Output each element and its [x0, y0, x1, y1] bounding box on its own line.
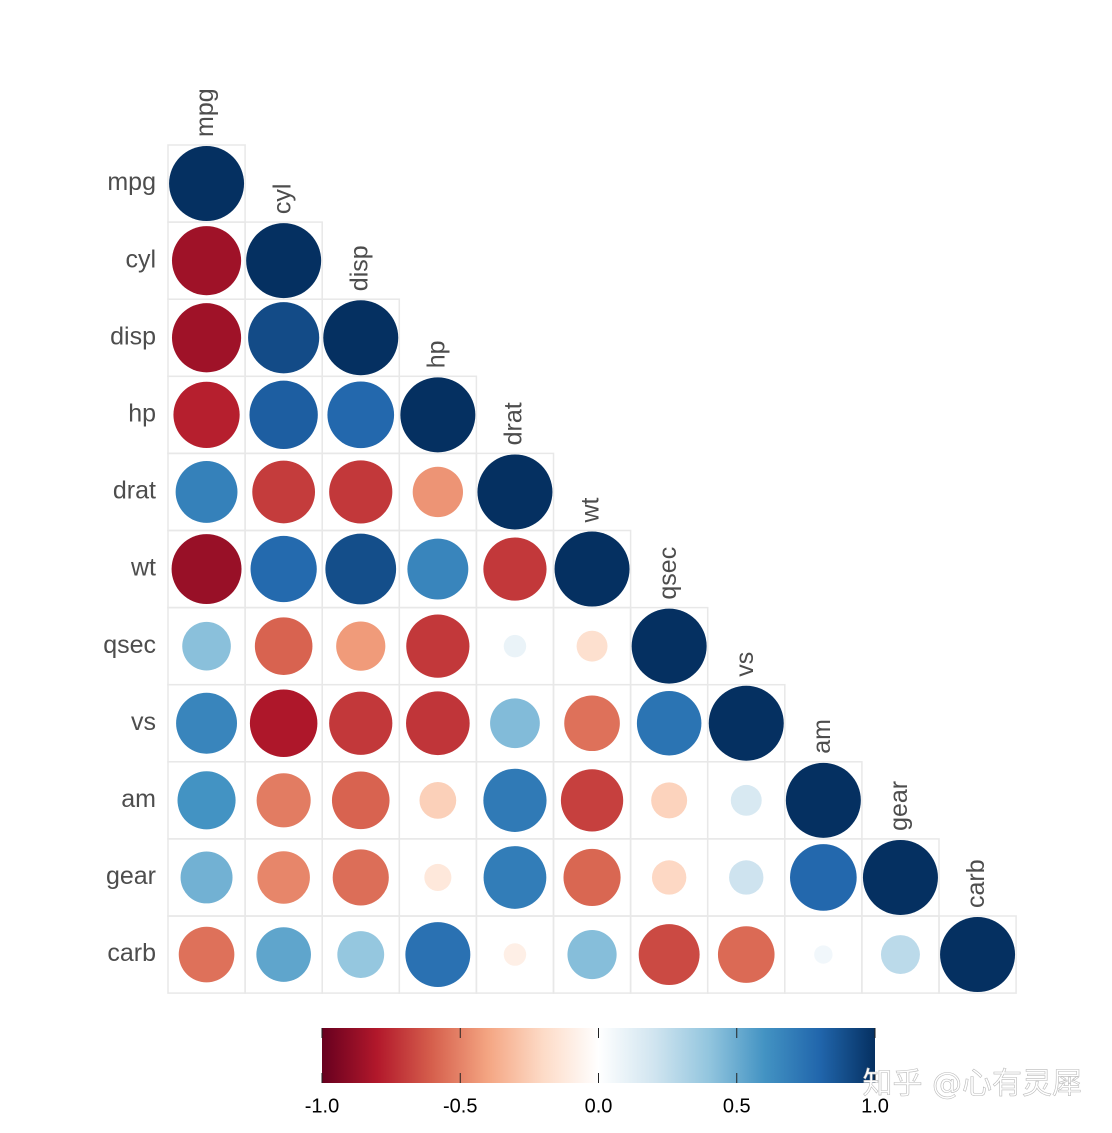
corr-circle	[560, 769, 624, 832]
corr-circle	[180, 851, 233, 904]
column-label: qsec	[654, 547, 682, 600]
corr-circle	[332, 849, 389, 906]
corr-circle	[256, 927, 311, 982]
corr-circle	[419, 781, 457, 819]
row-label: carb	[107, 939, 156, 967]
column-label: wt	[577, 497, 605, 523]
corr-circle	[176, 692, 238, 754]
corr-circle	[814, 945, 833, 964]
row-label: am	[121, 785, 156, 813]
corr-circle	[327, 381, 395, 449]
corr-circle	[785, 762, 861, 838]
row-label: cyl	[125, 245, 156, 273]
row-label: qsec	[103, 631, 156, 659]
colorbar-tick-label: 1.0	[861, 1095, 889, 1117]
corr-circle	[405, 922, 471, 988]
corr-circle	[576, 630, 608, 662]
corr-circle	[708, 685, 784, 761]
corr-circle	[331, 771, 390, 830]
colorbar-tick-label: -0.5	[443, 1095, 477, 1117]
colorbar-tick-label: 0.5	[723, 1095, 751, 1117]
corr-circle	[407, 538, 469, 600]
row-label: hp	[128, 399, 156, 427]
row-label: drat	[113, 477, 156, 505]
corr-circle	[636, 690, 702, 756]
corr-circle	[880, 935, 920, 975]
corr-circle	[171, 534, 242, 605]
corr-circle	[177, 771, 236, 830]
colorbar-tick-label: -1.0	[305, 1095, 339, 1117]
corr-circle	[729, 860, 764, 895]
corr-circle	[325, 533, 397, 605]
row-label: gear	[106, 862, 156, 890]
corr-circle	[173, 381, 240, 448]
corr-circle	[257, 851, 310, 904]
corr-circle	[329, 460, 393, 524]
corr-circle	[717, 926, 775, 983]
corr-circle	[323, 300, 399, 376]
column-label: disp	[345, 245, 373, 291]
corr-circle	[940, 917, 1016, 993]
corr-circle	[171, 226, 242, 296]
corr-circle	[503, 943, 527, 966]
corr-circle	[862, 839, 938, 915]
corr-circle	[483, 846, 547, 909]
corr-circle	[503, 634, 527, 658]
corr-circle	[567, 929, 617, 980]
corr-circle	[256, 773, 311, 828]
corr-circle	[477, 454, 553, 530]
corr-circle	[406, 614, 470, 678]
corr-circle	[483, 768, 547, 832]
column-label: hp	[422, 340, 450, 368]
corr-circle	[564, 695, 620, 752]
corr-circle	[175, 461, 238, 523]
corr-circle	[631, 608, 707, 684]
corr-circle	[406, 691, 470, 756]
corr-circle	[182, 621, 231, 671]
row-label: mpg	[107, 168, 156, 196]
corr-circle	[638, 924, 700, 986]
corr-circle	[252, 460, 316, 524]
corr-circle	[248, 302, 320, 374]
row-label: vs	[131, 708, 156, 736]
corr-circle	[329, 691, 393, 755]
corr-circle	[490, 698, 540, 749]
column-label: gear	[885, 781, 913, 831]
corr-circle	[249, 689, 318, 757]
corr-circle	[336, 621, 386, 671]
colorbar-tick-label: 0.0	[585, 1095, 613, 1117]
corr-circle	[790, 844, 857, 911]
corr-circle	[249, 380, 318, 450]
column-label: vs	[731, 652, 759, 677]
column-label: mpg	[191, 88, 219, 137]
corr-circle	[400, 377, 476, 453]
corr-circle	[171, 303, 242, 373]
column-label: carb	[962, 859, 990, 908]
row-label: wt	[130, 554, 156, 582]
corr-circle	[246, 223, 322, 299]
column-label: am	[808, 719, 836, 754]
watermark: 知乎 @心有灵犀	[862, 1067, 1082, 1102]
column-label: cyl	[268, 184, 296, 215]
cell	[938, 915, 1017, 994]
corr-circle	[483, 537, 547, 601]
corr-circle	[651, 782, 688, 819]
corr-circle	[554, 531, 630, 607]
corr-circle	[254, 617, 313, 675]
corr-circle	[178, 926, 235, 983]
corr-circle	[651, 860, 687, 895]
row-label: disp	[110, 322, 156, 350]
corr-circle	[169, 146, 245, 222]
corr-circle	[337, 931, 385, 978]
corr-circle	[412, 466, 464, 518]
column-label: drat	[500, 402, 528, 445]
corr-circle	[563, 848, 621, 907]
corr-circle	[730, 784, 762, 816]
corr-circle	[250, 535, 317, 603]
corr-circle	[424, 863, 452, 891]
